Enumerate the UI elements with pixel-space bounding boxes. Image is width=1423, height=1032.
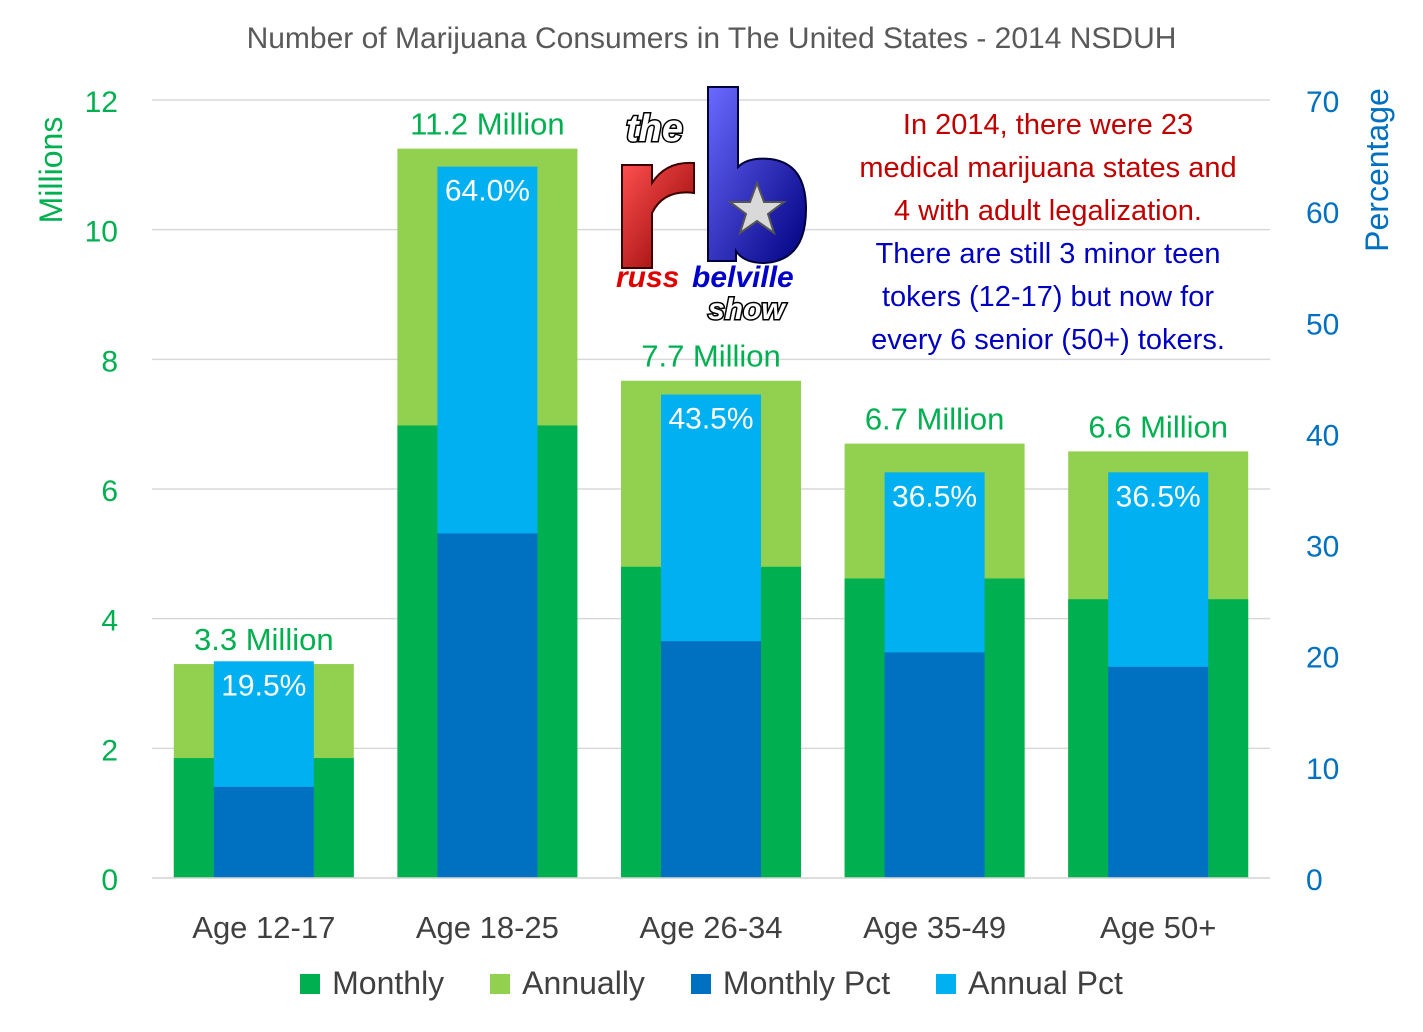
legend-item: Annual Pct (936, 965, 1123, 1002)
logo-the-text: the (626, 108, 683, 150)
total-data-label: 7.7 Million (641, 339, 781, 374)
annotation-red-line: In 2014, there were 23 (902, 109, 1194, 141)
bar-monthly-pct (437, 533, 538, 878)
right-axis-tick-label: 70 (1306, 86, 1339, 119)
legend-item: Monthly (300, 965, 444, 1002)
bar-monthly-pct (884, 652, 985, 878)
pct-data-label: 19.5% (221, 669, 306, 702)
total-data-label: 3.3 Million (194, 622, 334, 657)
left-axis-tick-label: 12 (85, 86, 118, 119)
left-axis-tick-label: 2 (101, 734, 118, 767)
legend-swatch (690, 973, 711, 994)
right-axis-tick-label: 20 (1306, 642, 1339, 675)
chart-title: Number of Marijuana Consumers in The Uni… (246, 22, 1177, 55)
legend-item: Monthly Pct (690, 965, 891, 1002)
annotation-red-line: medical marijuana states and (859, 152, 1237, 184)
legend-label: Monthly (332, 965, 445, 1001)
legend-swatch (936, 973, 957, 994)
bar-monthly-pct (213, 786, 314, 878)
bar-monthly-pct (1108, 666, 1209, 878)
annotation-red-line: 4 with adult legalization. (894, 195, 1202, 227)
right-axis-tick-label: 60 (1306, 197, 1339, 230)
logo-belville-text: belville (692, 261, 794, 294)
annotation-blue-line: There are still 3 minor teen (875, 238, 1221, 270)
legend-swatch (490, 973, 511, 994)
category-tick-label: Age 50+ (1100, 910, 1216, 945)
pct-data-label: 64.0% (445, 175, 530, 208)
right-axis-tick-label: 10 (1306, 753, 1339, 786)
bar-monthly-pct (661, 641, 761, 878)
annotation-blue-line: every 6 senior (50+) tokers. (871, 324, 1225, 356)
left-axis-tick-label: 0 (101, 864, 118, 897)
legend-label: Monthly Pct (722, 965, 891, 1001)
legend: Monthly Annually Monthly Pct Annual Pct (0, 965, 1423, 1002)
category-tick-label: Age 35-49 (863, 910, 1006, 945)
pct-data-label: 36.5% (1116, 480, 1201, 513)
total-data-label: 6.6 Million (1088, 409, 1228, 444)
legend-label: Annually (522, 965, 645, 1001)
category-tick-label: Age 26-34 (639, 910, 782, 945)
logo-show-text: show (708, 293, 786, 325)
left-axis-tick-label: 4 (101, 605, 118, 638)
right-axis-title: Percentage (1359, 88, 1395, 252)
annotation-blue-line: tokers (12-17) but now for (881, 281, 1215, 313)
right-axis-tick-label: 50 (1306, 308, 1339, 341)
category-tick-label: Age 12-17 (192, 910, 335, 945)
left-axis-tick-label: 8 (101, 345, 118, 378)
pct-data-label: 36.5% (892, 480, 977, 513)
annotation-box: In 2014, there were 23 medical marijuana… (818, 104, 1278, 362)
show-logo: the russ belville show (612, 75, 808, 328)
left-axis-title: Millions (33, 117, 69, 224)
left-axis-tick-label: 10 (85, 216, 118, 249)
right-axis-tick-label: 40 (1306, 419, 1339, 452)
total-data-label: 11.2 Million (410, 107, 565, 142)
logo-russ-text: russ (616, 261, 679, 294)
legend-swatch (300, 973, 321, 994)
category-tick-label: Age 18-25 (416, 910, 559, 945)
right-axis-tick-label: 30 (1306, 531, 1339, 564)
right-axis-tick-label: 0 (1306, 864, 1323, 897)
pct-data-label: 43.5% (668, 403, 753, 436)
legend-label: Annual Pct (968, 965, 1123, 1001)
left-axis-tick-label: 6 (101, 475, 118, 508)
legend-item: Annually (490, 965, 645, 1002)
total-data-label: 6.7 Million (865, 402, 1005, 437)
